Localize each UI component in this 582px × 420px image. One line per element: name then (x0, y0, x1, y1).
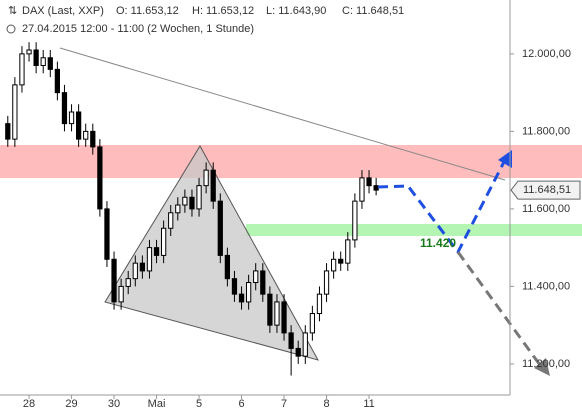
candle-body (68, 111, 75, 125)
candle-body (217, 200, 223, 256)
candle-body (253, 270, 259, 284)
x-tick-label: 30 (108, 398, 120, 410)
candle-body (267, 293, 273, 326)
candle-body (331, 258, 337, 272)
candle-body (295, 347, 301, 357)
icon: ⇅ (8, 5, 17, 17)
candle-body (224, 254, 230, 280)
candle-body (54, 68, 60, 94)
candle-body (125, 278, 131, 287)
subtitle: 27.04.2015 12:00 - 11:00 (2 Wochen, 1 St… (22, 23, 254, 35)
candle-body (168, 212, 174, 229)
y-tick-label: 11.600,00 (522, 203, 570, 215)
last-price-box (510, 180, 581, 200)
candle-body (83, 130, 89, 140)
arrow-head (498, 150, 512, 168)
resistance-zone (0, 145, 582, 178)
candle-body (302, 332, 308, 357)
candle-body (132, 262, 138, 280)
candle-body (366, 177, 372, 187)
candle-body (40, 57, 46, 66)
clock-icon (6, 24, 16, 34)
x-tick-label: Mai (148, 398, 166, 410)
candle-body (231, 278, 238, 295)
candle-body (260, 270, 266, 295)
last-price-label: 11.648,51 (523, 184, 571, 196)
ohlc-label: H: 11.653,12 (192, 5, 254, 17)
candle-body (238, 293, 245, 303)
candle-body (47, 57, 53, 70)
y-tick-label: 11.200,00 (522, 358, 570, 370)
y-tick-label: 11.800,00 (522, 125, 570, 137)
candle-body (5, 123, 11, 140)
support-zone (246, 224, 582, 236)
candle-body (323, 270, 330, 295)
candle-body (118, 285, 124, 303)
header-bg (0, 0, 500, 36)
y-tick-label: 12.000,00 (522, 48, 571, 60)
candle-body (281, 301, 287, 334)
x-tick-label: 11 (363, 398, 374, 410)
candle-body (189, 196, 195, 210)
arrow-head (534, 358, 550, 376)
x-tick-label: 8 (323, 398, 329, 410)
candle-body (90, 130, 96, 148)
annotation: 11.420 (420, 236, 456, 250)
forecast-arrow-down (456, 251, 542, 366)
candle-body (139, 262, 145, 272)
x-tick-label: 29 (65, 398, 77, 410)
ohlc-label: C: 11.648,51 (342, 5, 404, 17)
candle-body (352, 200, 358, 241)
triangle-pattern (104, 145, 320, 361)
candle-body (196, 185, 202, 210)
candle-body (316, 293, 323, 315)
candle-body (161, 227, 167, 256)
forecast-arrow (377, 159, 507, 255)
trend-line (59, 47, 506, 181)
ohlc-label: O: 11.653,12 (116, 5, 179, 17)
candle-body (246, 282, 252, 303)
x-tick-label: 5 (196, 398, 202, 410)
candle-body (33, 49, 39, 66)
candle-body (359, 177, 365, 202)
candle-body (338, 258, 344, 264)
candle-body (19, 53, 25, 86)
candle-body (26, 49, 32, 55)
x-tick-label: 6 (238, 398, 244, 410)
candle-body (104, 208, 110, 260)
candle-body (153, 247, 160, 256)
candle-body (111, 258, 117, 303)
candle-body (288, 332, 294, 349)
candle-body (210, 169, 216, 202)
candle-body (76, 111, 82, 140)
candle-body (61, 92, 68, 125)
x-tick-label: 7 (281, 398, 287, 410)
candle-body (309, 313, 315, 334)
y-tick-label: 11.400,00 (522, 280, 570, 292)
ohlc-label: L: 11.643,90 (266, 5, 326, 17)
candle-body (175, 204, 181, 214)
candle-body (373, 185, 379, 191)
x-tick-label: 28 (23, 398, 35, 410)
candle-body (274, 301, 280, 326)
candle-body (97, 146, 103, 210)
chart-title: DAX (Last, XXP) (22, 5, 104, 17)
candle-body (345, 239, 351, 264)
candle-body (12, 84, 18, 140)
candle-body (182, 196, 188, 206)
candle-body (203, 169, 209, 187)
candle-body (146, 247, 153, 272)
